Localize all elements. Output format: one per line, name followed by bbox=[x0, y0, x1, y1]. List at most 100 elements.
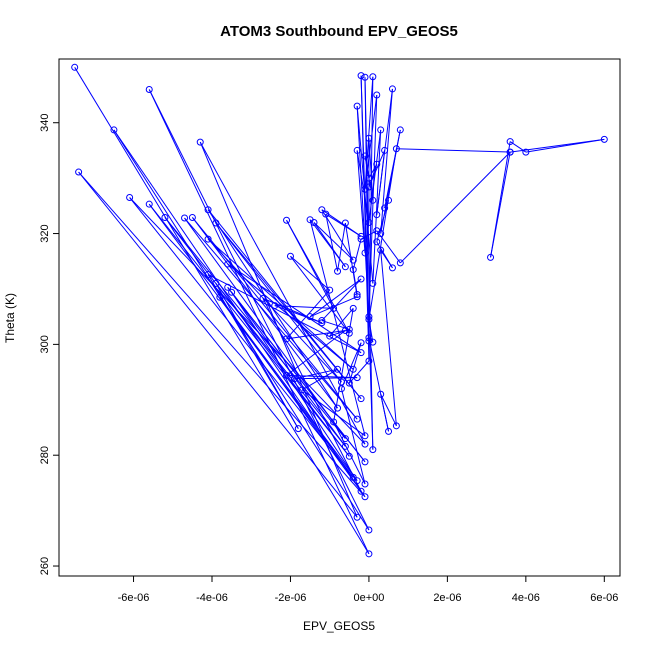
data-point bbox=[228, 288, 236, 296]
series-segment bbox=[313, 222, 354, 261]
data-point bbox=[345, 452, 353, 460]
series-segment bbox=[78, 171, 358, 518]
data-point bbox=[381, 146, 389, 154]
data-point bbox=[330, 304, 338, 312]
series-segment bbox=[199, 141, 366, 445]
series-segment bbox=[215, 283, 346, 447]
data-point bbox=[357, 487, 365, 495]
series-segment bbox=[301, 368, 338, 391]
data-point bbox=[365, 134, 373, 142]
series-segment bbox=[340, 388, 366, 485]
data-point bbox=[161, 213, 169, 221]
data-point bbox=[337, 385, 345, 393]
data-point bbox=[373, 238, 381, 246]
data-point bbox=[506, 138, 514, 146]
data-point bbox=[353, 415, 361, 423]
data-point bbox=[361, 152, 369, 160]
series-segment bbox=[231, 292, 358, 481]
data-point bbox=[373, 91, 381, 99]
chart-title: ATOM3 Southbound EPV_GEOS5 bbox=[220, 23, 458, 40]
data-point bbox=[353, 513, 361, 521]
y-tick-label: 280 bbox=[39, 446, 51, 464]
data-point bbox=[357, 232, 365, 240]
series-segment bbox=[396, 148, 511, 153]
series-segment bbox=[274, 305, 334, 309]
series-segment bbox=[78, 171, 366, 498]
data-point bbox=[75, 168, 83, 176]
data-point bbox=[345, 379, 353, 387]
series-segment bbox=[348, 360, 370, 384]
data-point bbox=[385, 427, 393, 435]
data-point bbox=[365, 174, 373, 182]
series-segment bbox=[356, 106, 374, 284]
series-segment bbox=[380, 88, 393, 234]
data-point bbox=[361, 249, 369, 257]
y-tick-label: 260 bbox=[39, 557, 51, 575]
data-point bbox=[365, 550, 373, 558]
data-point bbox=[204, 235, 212, 243]
data-point bbox=[357, 339, 365, 347]
series-segment bbox=[364, 94, 378, 190]
data-point bbox=[326, 286, 334, 294]
data-point bbox=[204, 206, 212, 214]
data-point bbox=[357, 72, 365, 80]
data-point bbox=[369, 279, 377, 287]
data-point bbox=[377, 246, 385, 254]
data-point bbox=[126, 194, 134, 202]
data-point bbox=[349, 365, 357, 373]
series-segment bbox=[286, 220, 350, 334]
series-segment bbox=[380, 394, 397, 427]
data-point bbox=[283, 371, 291, 379]
y-tick-label: 300 bbox=[39, 335, 51, 353]
data-point bbox=[361, 432, 369, 440]
data-point bbox=[337, 378, 345, 386]
data-point bbox=[341, 263, 349, 271]
data-point bbox=[259, 294, 267, 302]
x-tick-label: 0e+00 bbox=[353, 592, 384, 604]
data-point bbox=[361, 185, 369, 193]
data-lines bbox=[74, 67, 605, 555]
series-segment bbox=[164, 217, 350, 457]
data-point bbox=[357, 349, 365, 357]
series-segment bbox=[227, 287, 346, 447]
series-segment bbox=[148, 203, 350, 457]
data-point bbox=[349, 266, 357, 274]
series-segment bbox=[384, 129, 401, 209]
x-tick-label: 4e-06 bbox=[512, 592, 540, 604]
data-point bbox=[396, 259, 404, 267]
data-point bbox=[349, 256, 357, 264]
series-segment bbox=[294, 377, 358, 380]
data-point bbox=[188, 213, 196, 221]
data-point bbox=[212, 219, 220, 227]
data-point bbox=[318, 317, 326, 325]
data-point bbox=[373, 160, 381, 168]
data-point bbox=[377, 126, 385, 134]
data-point bbox=[357, 275, 365, 283]
x-tick-label: 2e-06 bbox=[433, 592, 461, 604]
data-point bbox=[196, 138, 204, 146]
data-point bbox=[353, 102, 361, 110]
series-segment bbox=[368, 95, 378, 317]
data-point bbox=[365, 313, 373, 321]
series-segment bbox=[309, 219, 366, 436]
series-segment bbox=[333, 308, 354, 423]
data-point bbox=[283, 335, 291, 343]
data-point bbox=[286, 252, 294, 260]
data-point bbox=[145, 200, 153, 208]
y-tick-label: 340 bbox=[39, 114, 51, 132]
data-point bbox=[271, 302, 279, 310]
data-point bbox=[365, 526, 373, 534]
series-segment bbox=[286, 374, 358, 379]
data-point bbox=[204, 271, 212, 279]
data-point bbox=[310, 218, 318, 226]
data-point bbox=[381, 204, 389, 212]
data-point bbox=[326, 332, 334, 340]
data-point bbox=[212, 279, 220, 287]
series-segment bbox=[364, 155, 370, 179]
series-segment bbox=[490, 152, 511, 258]
data-point bbox=[353, 477, 361, 485]
series-segment bbox=[364, 129, 382, 254]
data-point bbox=[357, 235, 365, 243]
data-point bbox=[385, 196, 393, 204]
series-segment bbox=[207, 274, 362, 354]
